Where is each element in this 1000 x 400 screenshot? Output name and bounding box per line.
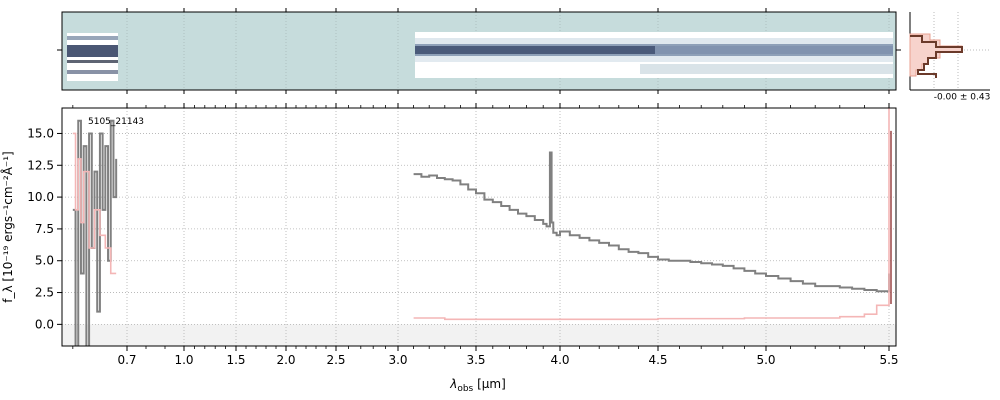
spectrum-2d-panel: [57, 8, 901, 94]
x-tick-label: 4.5: [648, 353, 667, 367]
plot-area: [62, 108, 896, 346]
plot-grid: [62, 108, 896, 346]
x-tick-label: 4.0: [550, 353, 569, 367]
x-tick-label: 2.5: [326, 353, 345, 367]
y-axis-label: f_λ [10⁻¹⁹ ergs⁻¹cm⁻²Å⁻¹]: [0, 151, 15, 302]
spectrum-1d-panel: 0.7 1.0 1.5 2.0 2.5 3.0 3.5 4.0 4.5 5.0 5.5 0.0 2.5 5…: [27, 103, 899, 367]
x-tick-label: 3.0: [388, 353, 407, 367]
y-tick-label: 0.0: [35, 317, 54, 331]
x-tick-label: 5.0: [756, 353, 775, 367]
plot-series: [72, 108, 892, 346]
plot-frame: [61, 107, 897, 347]
y-tick-label: 12.5: [27, 158, 54, 172]
error-series-line: [72, 132, 117, 275]
x-tick-label: 3.5: [466, 353, 485, 367]
y-tick-label: 2.5: [35, 286, 54, 300]
y-tick-label: 7.5: [35, 222, 54, 236]
x-tick-label: 0.7: [117, 353, 136, 367]
x-axis-label: λobs [μm]: [449, 377, 506, 394]
negative-flux-band: [62, 324, 896, 346]
spectrum-2d-trace-blue: [67, 33, 118, 81]
flux-series-line: [413, 151, 890, 293]
y-tick-label: 5.0: [35, 254, 54, 268]
x-tick-label: 2.0: [276, 353, 295, 367]
x-tick-label: 1.5: [226, 353, 245, 367]
spectrum-2d-frame: [61, 11, 897, 91]
plot-ticks: 0.7 1.0 1.5 2.0 2.5 3.0 3.5 4.0 4.5 5.0 5.5 0.0 2.5 5…: [27, 103, 899, 367]
x-tick-label: 1.0: [174, 353, 193, 367]
spectrum-2d-trace-red: [415, 32, 893, 78]
residual-histogram-panel: -0.00 ± 0.43: [909, 12, 991, 103]
y-tick-label: 15.0: [27, 126, 54, 140]
y-tick-label: 10.0: [27, 190, 54, 204]
object-id-label: 5105_21143: [88, 117, 144, 127]
residual-histogram-line: [910, 35, 963, 78]
spectrum-2d-ticks: [57, 8, 901, 94]
error-series-line: [413, 108, 890, 321]
residual-histogram-stats: -0.00 ± 0.43: [934, 93, 991, 103]
x-tick-label: 5.5: [879, 353, 898, 367]
